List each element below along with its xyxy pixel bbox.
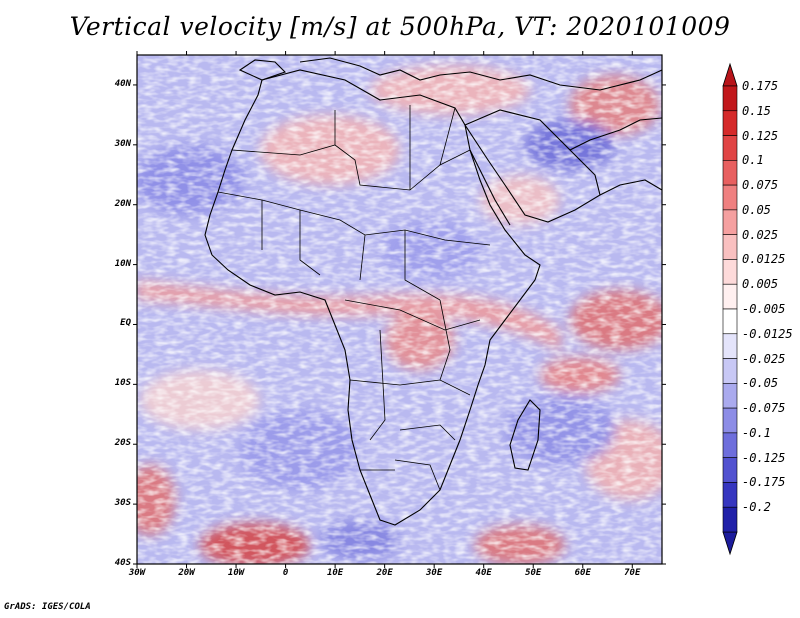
lon-tick-label: 20E [376, 568, 393, 578]
colorbar-swatch [722, 160, 738, 186]
lon-tick-label: 70E [624, 568, 641, 578]
colorbar-level-label: 0.05 [742, 202, 771, 217]
colorbar-level-label: -0.005 [742, 302, 786, 316]
colorbar-level-label: -0.0125 [742, 326, 793, 341]
colorbar-level-label: -0.05 [742, 376, 779, 391]
colorbar-level-label: -0.075 [742, 401, 786, 416]
colorbar-over-arrow [722, 62, 738, 87]
colorbar-swatch [722, 209, 738, 235]
colorbar-swatch [722, 358, 738, 384]
lat-tick-label: EQ [120, 318, 131, 329]
colorbar-level-label: -0.125 [742, 450, 786, 465]
colorbar-swatch [722, 432, 738, 458]
lon-tick-label: 40E [475, 568, 492, 578]
lat-tick-label: 10N [114, 258, 131, 269]
lon-tick-label: 10W [227, 568, 245, 578]
colorbar-level-label: -0.175 [742, 475, 786, 490]
lon-tick-label: 20W [178, 568, 195, 578]
velocity-field [137, 55, 662, 564]
axis-ticks [133, 51, 666, 568]
map-frame [136, 54, 663, 565]
colorbar-swatch [722, 283, 738, 310]
colorbar-swatch [722, 184, 738, 211]
colorbar-level-label: 0.15 [742, 103, 771, 118]
colorbar-swatch [722, 407, 738, 434]
country-borders [217, 105, 491, 491]
colorbar-level-label: -0.1 [742, 425, 771, 440]
colorbar-level-label: -0.025 [742, 351, 786, 366]
colorbar [722, 62, 738, 556]
colorbar-level-label: 0.125 [742, 128, 779, 143]
lat-tick-label: 40S [114, 558, 131, 568]
lon-tick-label: 30W [128, 568, 146, 578]
colorbar-level-label: 0.005 [742, 277, 779, 292]
colorbar-level-label: 0.025 [742, 227, 779, 242]
colorbar-swatch [722, 482, 738, 508]
colorbar-swatch [722, 259, 738, 285]
colorbar-swatch [722, 506, 738, 533]
colorbar-swatch [722, 457, 738, 483]
map-title: Vertical velocity [m/s] at 500hPa, VT: 2… [69, 12, 731, 41]
lat-tick-label: 30N [114, 138, 131, 149]
colorbar-swatch [722, 383, 738, 409]
colorbar-under-arrow [722, 531, 738, 556]
colorbar-level-label: 0.0125 [742, 252, 786, 267]
credit-text: GrADS: IGES/COLA [4, 602, 91, 612]
colorbar-swatch [722, 234, 738, 260]
lon-tick-label: 30E [426, 568, 443, 578]
lat-tick-label: 40N [114, 78, 131, 89]
lon-tick-label: 0 [282, 568, 289, 578]
colorbar-level-label: 0.075 [742, 178, 779, 193]
colorbar-swatch [722, 110, 738, 136]
colorbar-swatch [722, 135, 738, 161]
lat-tick-label: 20N [114, 198, 131, 209]
coastline [204, 57, 662, 526]
colorbar-swatch [722, 308, 738, 335]
colorbar-swatch [722, 85, 738, 112]
lat-tick-label: 30S [114, 498, 131, 509]
colorbar-level-label: 0.1 [742, 153, 764, 168]
lat-tick-label: 20S [114, 438, 131, 449]
lon-tick-label: 50E [525, 568, 542, 578]
colorbar-swatch [722, 333, 738, 359]
colorbar-level-label: -0.2 [742, 500, 771, 515]
lon-tick-label: 60E [574, 568, 591, 578]
lon-tick-label: 10E [326, 568, 344, 578]
lat-tick-label: 10S [114, 378, 131, 389]
colorbar-level-label: 0.175 [742, 79, 779, 93]
